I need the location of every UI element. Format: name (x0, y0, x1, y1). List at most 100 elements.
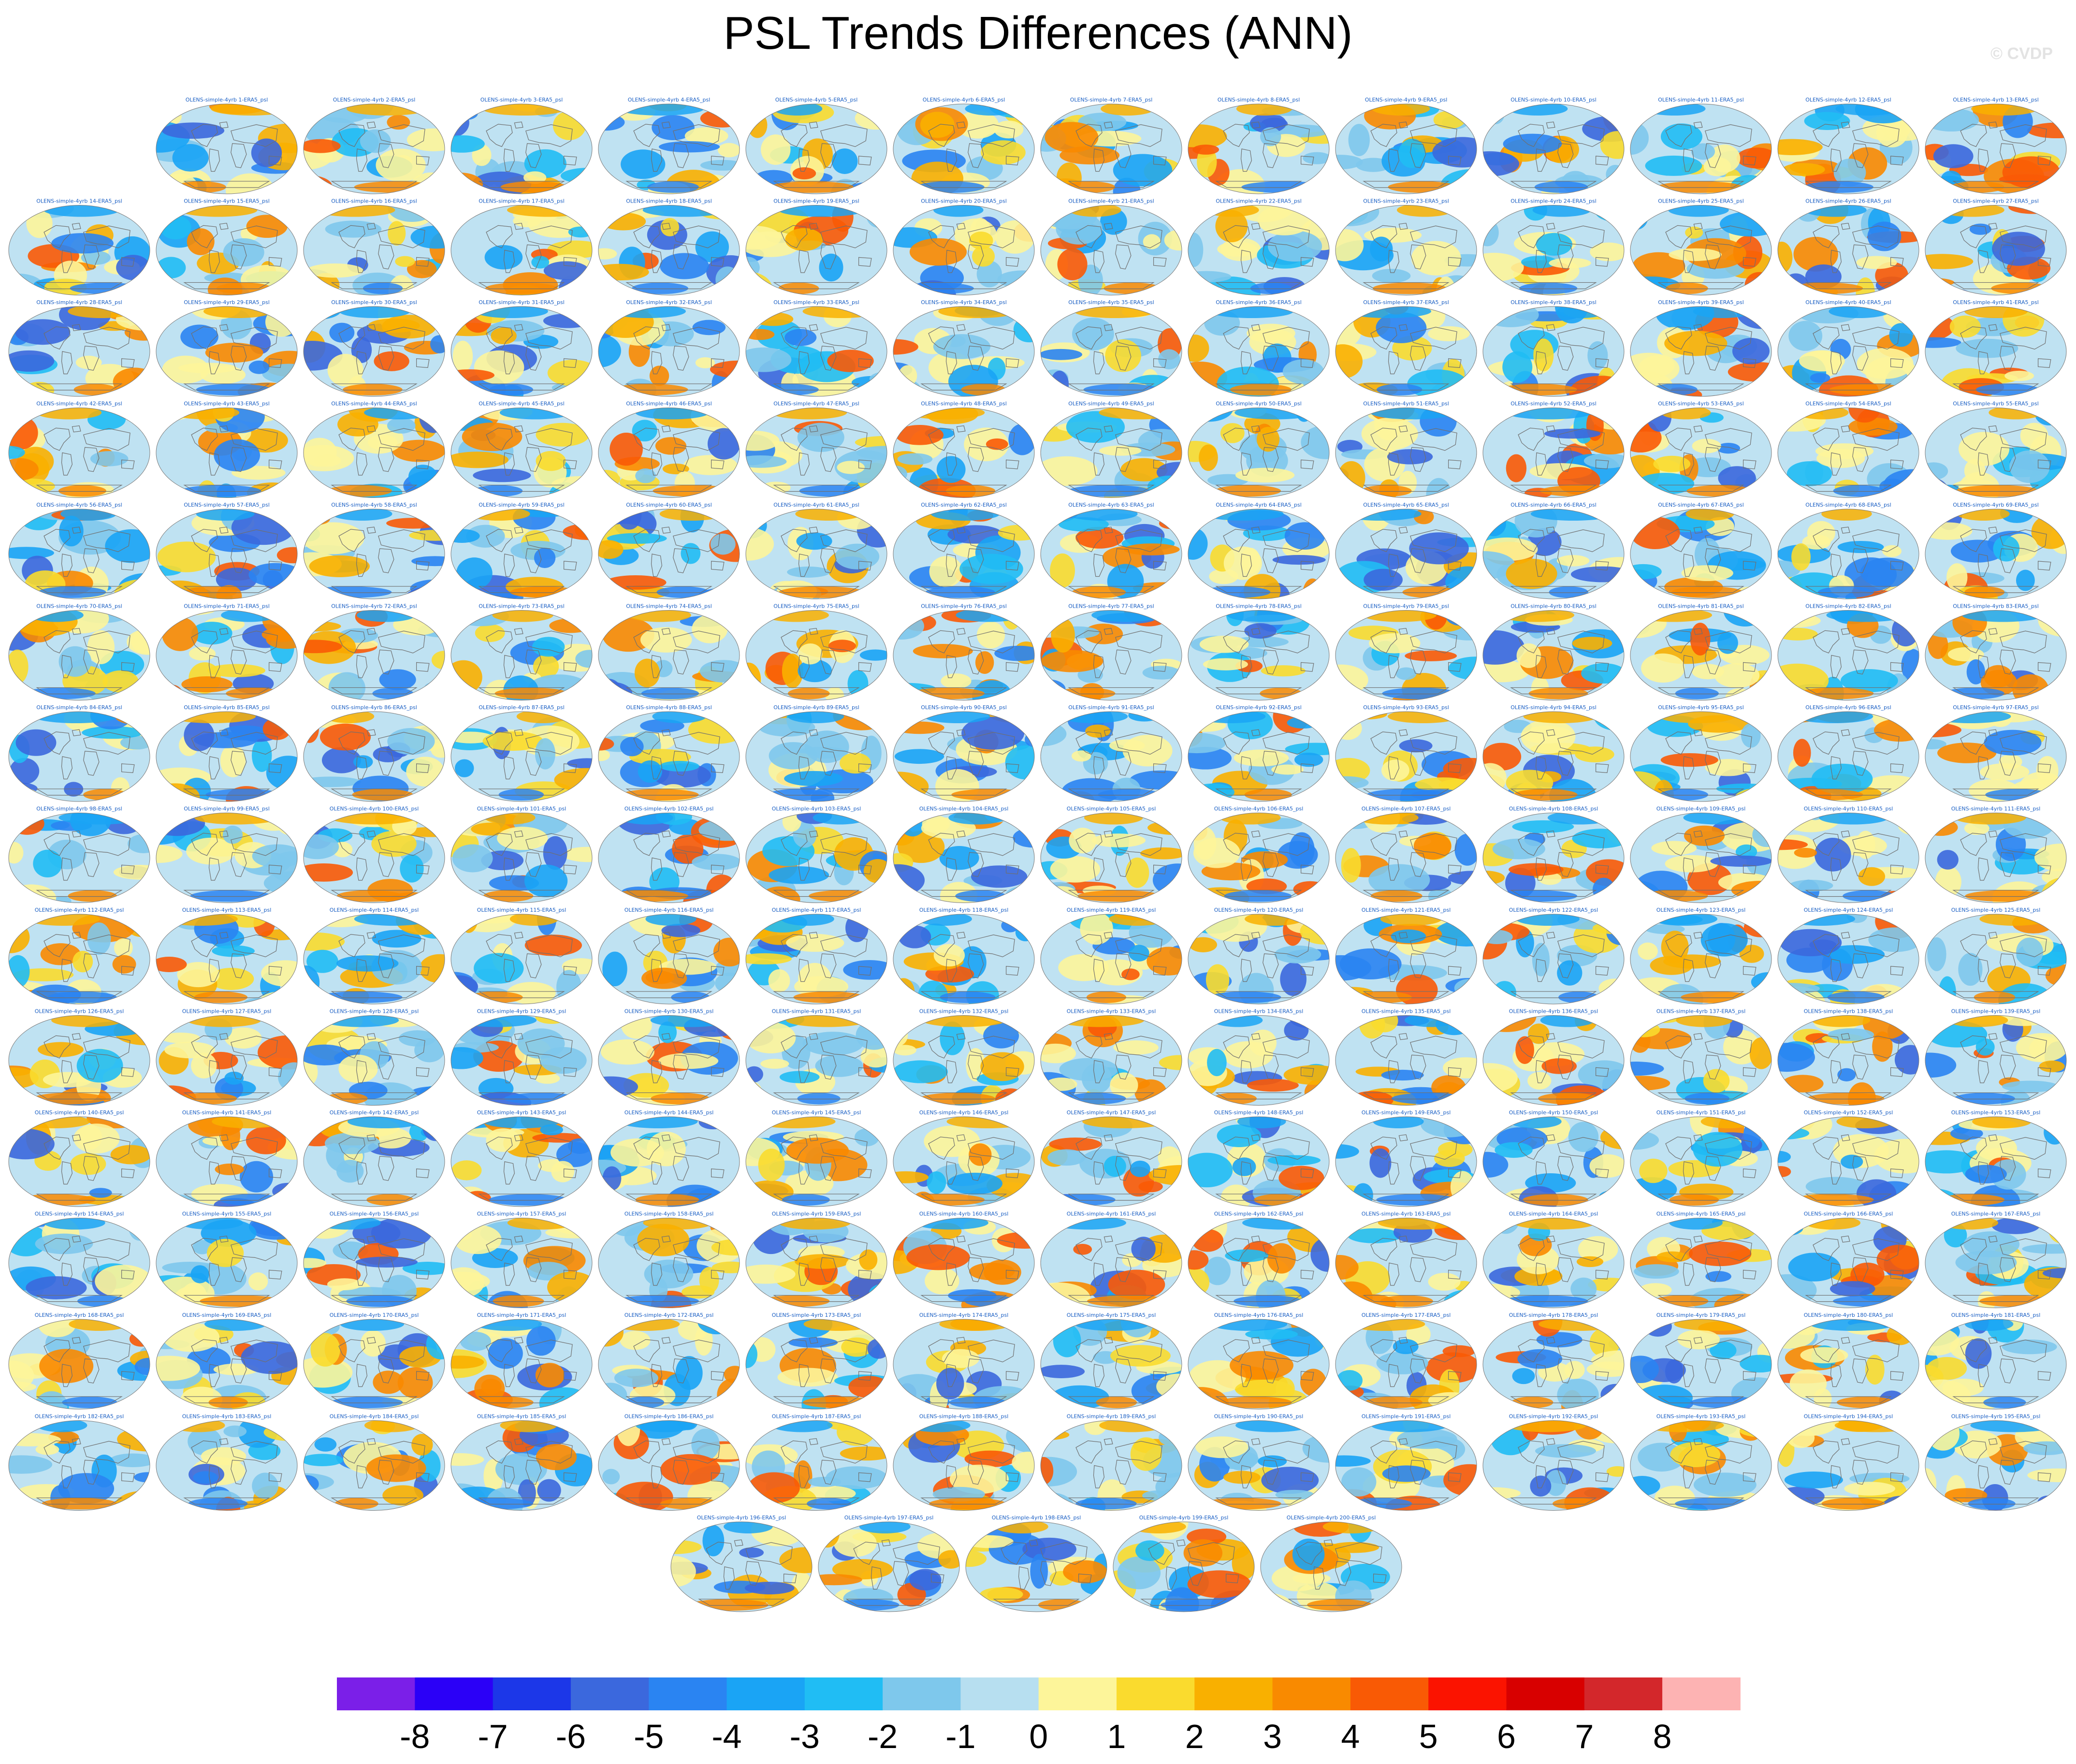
panel-label: OLENS-simple-4yrb 96-ERA5_psl (1805, 704, 1891, 711)
map-panel: OLENS-simple-4yrb 162-ERA5_psl (1188, 1211, 1330, 1308)
map-panel: OLENS-simple-4yrb 64-ERA5_psl (1188, 502, 1330, 599)
panel-label: OLENS-simple-4yrb 58-ERA5_psl (331, 502, 417, 508)
map-panel: OLENS-simple-4yrb 148-ERA5_psl (1188, 1109, 1330, 1207)
map-panel: OLENS-simple-4yrb 147-ERA5_psl (1040, 1109, 1182, 1207)
panel-label: OLENS-simple-4yrb 19-ERA5_psl (773, 198, 859, 204)
panel-label: OLENS-simple-4yrb 11-ERA5_psl (1658, 97, 1744, 103)
map-panel: OLENS-simple-4yrb 51-ERA5_psl (1335, 401, 1477, 498)
panel-label: OLENS-simple-4yrb 198-ERA5_psl (992, 1515, 1081, 1521)
map-panel: OLENS-simple-4yrb 193-ERA5_psl (1630, 1414, 1772, 1511)
panel-label: OLENS-simple-4yrb 63-ERA5_psl (1068, 502, 1154, 508)
panel-label: OLENS-simple-4yrb 128-ERA5_psl (330, 1008, 419, 1015)
panel-label: OLENS-simple-4yrb 195-ERA5_psl (1951, 1414, 2041, 1420)
map-panel: OLENS-simple-4yrb 169-ERA5_psl (156, 1312, 298, 1410)
map-panel: OLENS-simple-4yrb 131-ERA5_psl (745, 1008, 887, 1106)
panel-label: OLENS-simple-4yrb 73-ERA5_psl (479, 603, 565, 610)
map-panel: OLENS-simple-4yrb 26-ERA5_psl (1777, 198, 1919, 295)
map-panel: OLENS-simple-4yrb 198-ERA5_psl (965, 1515, 1107, 1612)
panel-label: OLENS-simple-4yrb 159-ERA5_psl (772, 1211, 861, 1217)
panel-label: OLENS-simple-4yrb 83-ERA5_psl (1953, 603, 2039, 610)
panel-label: OLENS-simple-4yrb 179-ERA5_psl (1656, 1312, 1746, 1318)
panel-label: OLENS-simple-4yrb 3-ERA5_psl (480, 97, 563, 103)
map-panel: OLENS-simple-4yrb 42-ERA5_psl (8, 401, 150, 498)
colorbar-cell (1117, 1677, 1195, 1710)
panel-label: OLENS-simple-4yrb 117-ERA5_psl (772, 907, 861, 913)
panel-label: OLENS-simple-4yrb 144-ERA5_psl (624, 1109, 714, 1116)
map-panel: OLENS-simple-4yrb 117-ERA5_psl (745, 907, 887, 1005)
map-panel: OLENS-simple-4yrb 165-ERA5_psl (1630, 1211, 1772, 1308)
map-panel: OLENS-simple-4yrb 145-ERA5_psl (745, 1109, 887, 1207)
panel-label: OLENS-simple-4yrb 124-ERA5_psl (1804, 907, 1893, 913)
colorbar-cell (1194, 1677, 1273, 1710)
map-panel: OLENS-simple-4yrb 122-ERA5_psl (1482, 907, 1625, 1005)
map-panel: OLENS-simple-4yrb 5-ERA5_psl (745, 97, 887, 194)
colorbar-cell (415, 1677, 494, 1710)
panel-label: OLENS-simple-4yrb 64-ERA5_psl (1216, 502, 1302, 508)
panel-label: OLENS-simple-4yrb 112-ERA5_psl (35, 907, 124, 913)
panel-label: OLENS-simple-4yrb 167-ERA5_psl (1951, 1211, 2041, 1217)
panel-label: OLENS-simple-4yrb 133-ERA5_psl (1067, 1008, 1156, 1015)
colorbar-tick-label: 3 (1263, 1718, 1282, 1755)
map-panel: OLENS-simple-4yrb 123-ERA5_psl (1630, 907, 1772, 1005)
panel-label: OLENS-simple-4yrb 134-ERA5_psl (1214, 1008, 1304, 1015)
colorbar-cell (883, 1677, 961, 1710)
panel-label: OLENS-simple-4yrb 130-ERA5_psl (624, 1008, 714, 1015)
map-panel: OLENS-simple-4yrb 168-ERA5_psl (8, 1312, 150, 1410)
panel-label: OLENS-simple-4yrb 20-ERA5_psl (921, 198, 1007, 204)
map-panel: OLENS-simple-4yrb 56-ERA5_psl (8, 502, 150, 599)
map-panel: OLENS-simple-4yrb 136-ERA5_psl (1482, 1008, 1625, 1106)
map-panel: OLENS-simple-4yrb 19-ERA5_psl (745, 198, 887, 295)
map-panel: OLENS-simple-4yrb 36-ERA5_psl (1188, 299, 1330, 397)
map-panel: OLENS-simple-4yrb 6-ERA5_psl (893, 97, 1035, 194)
panel-label: OLENS-simple-4yrb 8-ERA5_psl (1218, 97, 1300, 103)
panel-label: OLENS-simple-4yrb 26-ERA5_psl (1805, 198, 1891, 204)
colorbar-cell (1038, 1677, 1117, 1710)
map-panel: OLENS-simple-4yrb 181-ERA5_psl (1925, 1312, 2067, 1410)
panel-label: OLENS-simple-4yrb 69-ERA5_psl (1953, 502, 2039, 508)
map-panel: OLENS-simple-4yrb 61-ERA5_psl (745, 502, 887, 599)
map-panel: OLENS-simple-4yrb 65-ERA5_psl (1335, 502, 1477, 599)
map-panel: OLENS-simple-4yrb 31-ERA5_psl (450, 299, 593, 397)
panel-label: OLENS-simple-4yrb 28-ERA5_psl (36, 299, 122, 306)
map-panel: OLENS-simple-4yrb 179-ERA5_psl (1630, 1312, 1772, 1410)
panel-label: OLENS-simple-4yrb 180-ERA5_psl (1804, 1312, 1893, 1318)
panel-label: OLENS-simple-4yrb 91-ERA5_psl (1068, 704, 1154, 711)
panel-label: OLENS-simple-4yrb 21-ERA5_psl (1068, 198, 1154, 204)
panel-label: OLENS-simple-4yrb 25-ERA5_psl (1658, 198, 1744, 204)
map-panel: OLENS-simple-4yrb 143-ERA5_psl (450, 1109, 593, 1207)
map-panel: OLENS-simple-4yrb 60-ERA5_psl (598, 502, 740, 599)
map-panel: OLENS-simple-4yrb 119-ERA5_psl (1040, 907, 1182, 1005)
panel-label: OLENS-simple-4yrb 4-ERA5_psl (628, 97, 711, 103)
panel-label: OLENS-simple-4yrb 9-ERA5_psl (1365, 97, 1448, 103)
panel-label: OLENS-simple-4yrb 110-ERA5_psl (1804, 806, 1893, 812)
map-panel: OLENS-simple-4yrb 184-ERA5_psl (303, 1414, 445, 1511)
panel-label: OLENS-simple-4yrb 84-ERA5_psl (36, 704, 122, 711)
panel-label: OLENS-simple-4yrb 197-ERA5_psl (844, 1515, 934, 1521)
panel-label: OLENS-simple-4yrb 67-ERA5_psl (1658, 502, 1744, 508)
panel-label: OLENS-simple-4yrb 145-ERA5_psl (772, 1109, 861, 1116)
panel-label: OLENS-simple-4yrb 127-ERA5_psl (182, 1008, 272, 1015)
panel-label: OLENS-simple-4yrb 165-ERA5_psl (1656, 1211, 1746, 1217)
panel-label: OLENS-simple-4yrb 61-ERA5_psl (773, 502, 859, 508)
panel-label: OLENS-simple-4yrb 161-ERA5_psl (1067, 1211, 1156, 1217)
panel-label: OLENS-simple-4yrb 65-ERA5_psl (1363, 502, 1449, 508)
map-panel: OLENS-simple-4yrb 101-ERA5_psl (450, 806, 593, 903)
panel-label: OLENS-simple-4yrb 101-ERA5_psl (477, 806, 566, 812)
map-panel: OLENS-simple-4yrb 81-ERA5_psl (1630, 603, 1772, 700)
map-panel: OLENS-simple-4yrb 149-ERA5_psl (1335, 1109, 1477, 1207)
map-panel: OLENS-simple-4yrb 104-ERA5_psl (893, 806, 1035, 903)
map-panel: OLENS-simple-4yrb 3-ERA5_psl (450, 97, 593, 194)
map-panel: OLENS-simple-4yrb 57-ERA5_psl (156, 502, 298, 599)
panel-label: OLENS-simple-4yrb 163-ERA5_psl (1362, 1211, 1451, 1217)
map-panel: OLENS-simple-4yrb 41-ERA5_psl (1925, 299, 2067, 397)
panel-label: OLENS-simple-4yrb 5-ERA5_psl (775, 97, 858, 103)
watermark: © CVDP (1990, 44, 2053, 63)
panel-label: OLENS-simple-4yrb 132-ERA5_psl (919, 1008, 1009, 1015)
map-panel: OLENS-simple-4yrb 53-ERA5_psl (1630, 401, 1772, 498)
map-panel: OLENS-simple-4yrb 13-ERA5_psl (1925, 97, 2067, 194)
panel-label: OLENS-simple-4yrb 153-ERA5_psl (1951, 1109, 2041, 1116)
panel-label: OLENS-simple-4yrb 54-ERA5_psl (1805, 401, 1891, 407)
panel-label: OLENS-simple-4yrb 175-ERA5_psl (1067, 1312, 1156, 1318)
map-panel: OLENS-simple-4yrb 55-ERA5_psl (1925, 401, 2067, 498)
colorbar-cell (1428, 1677, 1507, 1710)
